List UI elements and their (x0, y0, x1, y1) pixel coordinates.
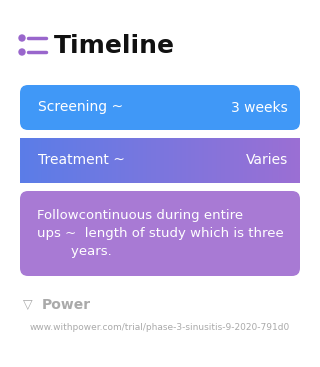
Text: www.withpower.com/trial/phase-3-sinusitis-9-2020-791d0: www.withpower.com/trial/phase-3-sinusiti… (30, 323, 290, 333)
Circle shape (19, 35, 25, 41)
Text: Timeline: Timeline (54, 34, 175, 58)
Text: Screening ~: Screening ~ (38, 101, 123, 115)
Text: Followcontinuous during entire
ups ~  length of study which is three
        yea: Followcontinuous during entire ups ~ len… (36, 209, 284, 258)
FancyBboxPatch shape (20, 191, 300, 276)
FancyBboxPatch shape (20, 85, 300, 130)
Text: 3 weeks: 3 weeks (231, 101, 288, 115)
Text: ▽: ▽ (23, 298, 33, 312)
Text: Treatment ~: Treatment ~ (38, 153, 125, 167)
Circle shape (19, 49, 25, 55)
Text: Power: Power (42, 298, 91, 312)
Text: Varies: Varies (246, 153, 288, 167)
